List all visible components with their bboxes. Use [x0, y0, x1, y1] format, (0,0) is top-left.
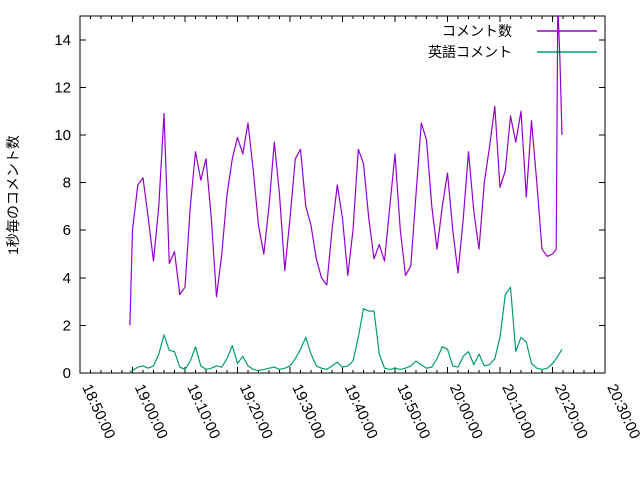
y-tick-label: 14	[54, 32, 71, 49]
y-tick-label: 4	[63, 270, 71, 287]
x-tick-label: 19:50:00	[393, 382, 433, 442]
series-lines	[129, 16, 563, 373]
y-tick-label: 2	[63, 317, 71, 334]
x-tick-label: 20:30:00	[603, 382, 640, 442]
y-tick-label: 10	[54, 127, 71, 144]
x-tick-label: 19:20:00	[236, 382, 276, 442]
x-tick-label: 20:00:00	[446, 382, 486, 442]
y-tick-labels: 0 2 4 6 8 10 12 14	[54, 32, 71, 382]
x-tick-label: 20:10:00	[498, 382, 538, 442]
legend: コメント数 英語コメント	[428, 23, 597, 60]
y-tick-label: 0	[63, 365, 71, 382]
x-tick-label: 18:50:00	[78, 382, 118, 442]
x-tick-label: 20:20:00	[551, 382, 591, 442]
x-tick-label: 19:00:00	[131, 382, 171, 442]
x-tick-label: 19:10:00	[183, 382, 223, 442]
x-tick-labels: 18:50:00 19:00:00 19:10:00 19:20:00 19:30:00…	[78, 382, 640, 442]
x-tick-label: 19:40:00	[341, 382, 381, 442]
legend-label-comments: コメント数	[442, 23, 512, 39]
y-tick-label: 6	[63, 222, 71, 239]
y-tick-label: 12	[54, 79, 71, 96]
series-comments-line	[129, 16, 563, 326]
y-tick-label: 8	[63, 175, 71, 192]
series-english-line	[129, 286, 563, 373]
y-axis-title: 1秒毎のコメント数	[5, 135, 21, 255]
x-tick-label: 19:30:00	[288, 382, 328, 442]
legend-label-english: 英語コメント	[428, 44, 512, 60]
axis-ticks	[79, 16, 606, 374]
